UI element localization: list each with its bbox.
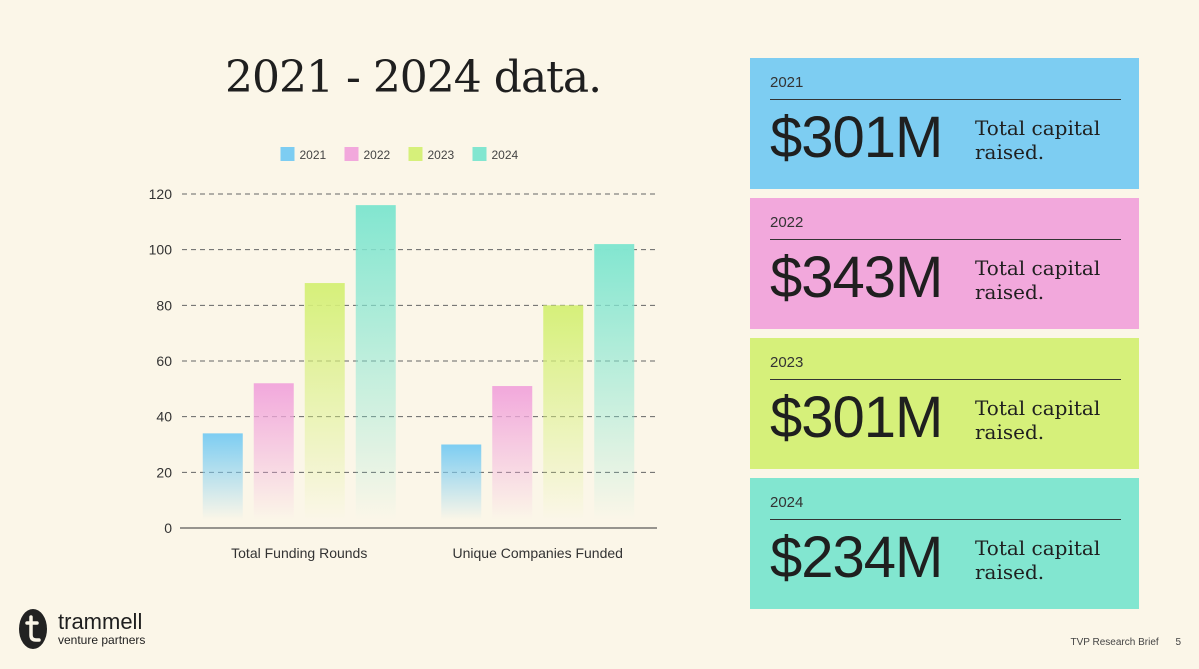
brand-subtitle: venture partners [58,633,146,647]
brand-name: trammell [58,609,143,634]
divider [770,379,1121,380]
y-tick-label: 0 [164,520,172,536]
y-tick-label: 120 [149,186,173,202]
bar-chart: 0 20 40 60 80 100 120 Total Funding Rounds Uniqu… [149,147,657,561]
legend-swatch-2024 [472,147,487,161]
divider [770,239,1121,240]
stat-card-2022: 2022 $343M Total capital raised. [750,198,1139,329]
legend-swatch-2023 [408,147,423,161]
y-tick-label: 100 [149,242,173,258]
stat-card-description: Total capital raised. [975,116,1101,164]
stat-card-amount: $301M [770,385,943,450]
legend-label-2023: 2023 [428,148,455,162]
bar-2024-companies-funded [594,244,635,520]
legend-swatch-2021 [280,147,295,161]
stat-card-year: 2021 [770,74,804,91]
stat-card-year: 2022 [770,214,804,231]
stat-card-description: Total capital raised. [975,536,1101,584]
page-title: 2021 - 2024 data. [225,52,602,103]
bar-2021-funding-rounds [202,433,243,520]
stat-card-2021: 2021 $301M Total capital raised. [750,58,1139,189]
bar-2023-companies-funded [543,305,584,520]
legend-label-2024: 2024 [492,148,519,162]
x-category-label: Unique Companies Funded [453,545,623,561]
y-tick-label: 80 [156,297,172,313]
stat-card-2024: 2024 $234M Total capital raised. [750,478,1139,609]
divider [770,519,1121,520]
stat-card-amount: $301M [770,105,943,170]
company-logo: trammell venture partners [18,608,145,650]
bar-2021-companies-funded [441,444,482,520]
stat-card-2023: 2023 $301M Total capital raised. [750,338,1139,469]
trammell-logo-icon [19,609,47,649]
stat-card-description: Total capital raised. [975,256,1101,304]
y-tick-label: 40 [156,409,172,425]
page-number: 5 [1175,637,1181,648]
footer: TVP Research Brief 5 [1070,637,1181,648]
footer-text: TVP Research Brief [1070,637,1159,648]
x-category-label: Total Funding Rounds [231,545,367,561]
bar-2022-funding-rounds [253,383,294,520]
stat-card-description: Total capital raised. [975,396,1101,444]
stat-card-year: 2024 [770,494,804,511]
stat-card-year: 2023 [770,354,804,371]
stat-card-amount: $234M [770,525,943,590]
stat-card-amount: $343M [770,245,943,310]
bar-2022-companies-funded [492,386,533,520]
y-tick-label: 20 [156,464,172,480]
divider [770,99,1121,100]
legend-label-2022: 2022 [364,148,391,162]
bar-2023-funding-rounds [304,283,345,520]
legend-swatch-2022 [344,147,359,161]
legend-label-2021: 2021 [300,148,327,162]
y-tick-label: 60 [156,353,172,369]
bar-2024-funding-rounds [355,205,396,520]
